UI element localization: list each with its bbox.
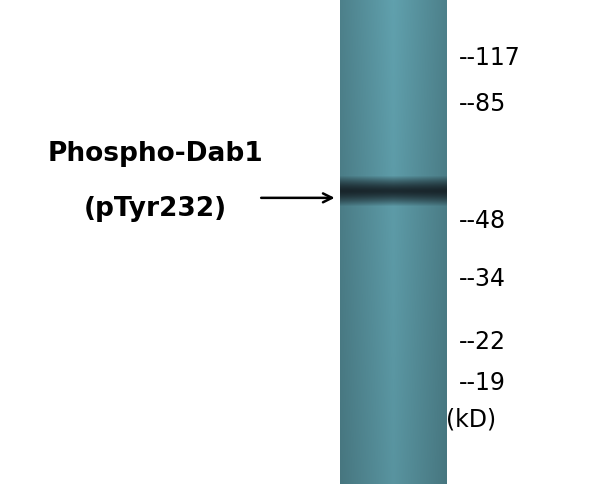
- Text: (pTyr232): (pTyr232): [83, 196, 227, 222]
- Text: --48: --48: [459, 208, 506, 232]
- Text: (kD): (kD): [446, 407, 496, 431]
- Text: --19: --19: [459, 370, 506, 394]
- Text: Phospho-Dab1: Phospho-Dab1: [47, 141, 263, 167]
- Text: --117: --117: [459, 46, 521, 70]
- Text: --22: --22: [459, 329, 506, 353]
- Text: --85: --85: [459, 92, 506, 116]
- Text: --34: --34: [459, 266, 506, 290]
